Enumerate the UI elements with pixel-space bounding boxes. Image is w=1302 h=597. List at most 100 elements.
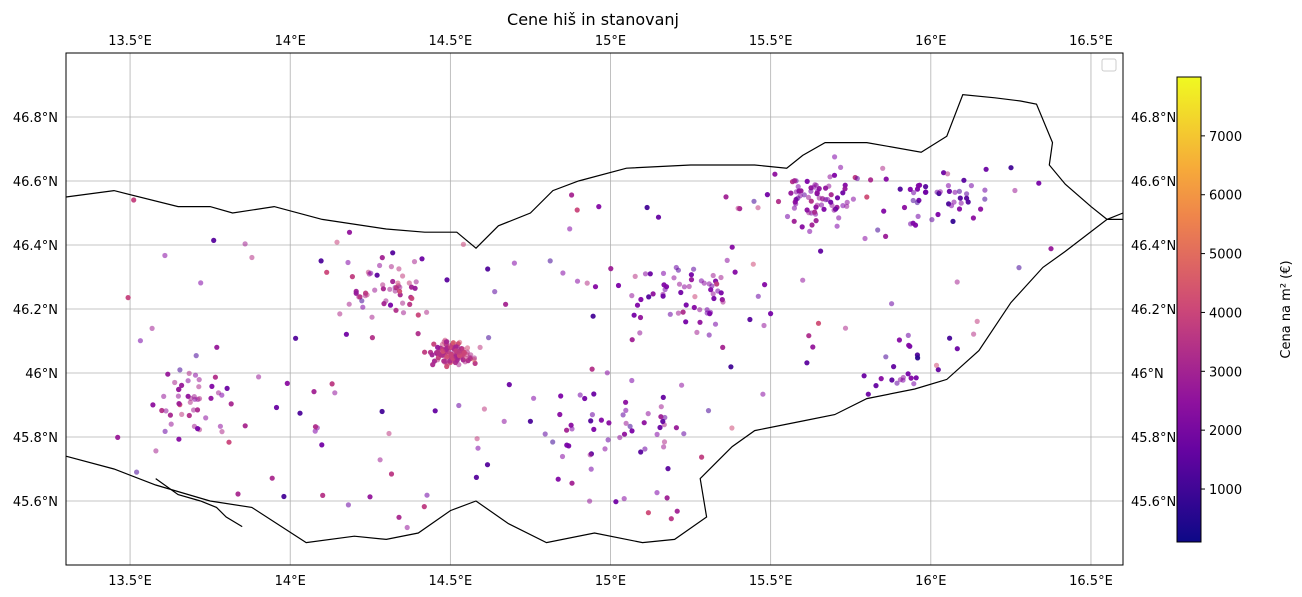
data-point <box>629 428 635 434</box>
x-tick-label-top: 16.5°E <box>1069 34 1113 49</box>
data-point <box>602 446 608 452</box>
data-point <box>671 275 677 281</box>
y-tick-label-right: 46.8°N <box>1131 111 1176 126</box>
data-point <box>598 417 605 423</box>
data-point <box>661 444 667 450</box>
data-point <box>608 266 614 272</box>
data-point <box>809 222 815 228</box>
y-tick-label-left: 46.2°N <box>13 303 58 318</box>
data-point <box>256 374 262 380</box>
data-point <box>605 437 611 443</box>
data-point <box>311 389 317 395</box>
data-point <box>346 229 353 235</box>
data-point <box>337 311 343 317</box>
data-point <box>424 309 430 315</box>
data-point <box>945 171 951 177</box>
data-point <box>788 190 794 196</box>
data-point <box>419 256 425 262</box>
data-point <box>615 282 622 289</box>
data-point <box>760 391 766 397</box>
data-point <box>910 197 916 204</box>
y-tick-label-right: 45.6°N <box>1131 495 1176 510</box>
data-point <box>914 199 920 206</box>
data-point <box>349 274 355 280</box>
data-point <box>397 284 403 290</box>
data-point <box>592 284 599 290</box>
data-point <box>974 318 980 324</box>
data-point <box>162 252 168 259</box>
data-point <box>814 190 820 196</box>
data-point <box>805 194 812 200</box>
data-point <box>688 277 695 283</box>
data-point <box>964 195 970 201</box>
data-point <box>345 502 351 508</box>
data-point <box>564 442 570 448</box>
data-point <box>577 392 583 398</box>
data-point <box>641 420 647 426</box>
data-point <box>865 391 871 397</box>
data-point <box>784 213 791 220</box>
data-point <box>644 204 650 211</box>
data-point <box>679 382 685 388</box>
data-point <box>836 215 842 221</box>
data-point <box>588 466 594 472</box>
x-tick-label-top: 14°E <box>275 34 306 49</box>
data-point <box>506 382 512 388</box>
data-point <box>775 198 782 205</box>
data-point <box>191 394 197 400</box>
data-point <box>910 220 916 226</box>
data-point <box>697 307 703 313</box>
data-point <box>324 269 330 275</box>
data-point <box>946 188 953 194</box>
data-point <box>567 226 573 232</box>
data-point <box>435 357 441 363</box>
data-point <box>396 266 402 272</box>
data-point <box>447 344 453 350</box>
data-point <box>212 374 218 380</box>
data-point <box>411 259 418 265</box>
data-point <box>894 380 900 386</box>
data-point <box>559 453 566 460</box>
data-point <box>694 329 700 335</box>
data-point <box>875 227 881 233</box>
data-point <box>710 272 716 279</box>
data-point <box>662 414 668 421</box>
data-point <box>1048 246 1054 252</box>
x-tick-label-top: 14.5°E <box>429 34 473 49</box>
data-point <box>755 205 761 211</box>
data-point <box>473 474 479 480</box>
data-point <box>198 280 204 286</box>
data-point <box>678 289 684 296</box>
data-point <box>638 449 644 455</box>
data-point <box>319 442 325 448</box>
data-point <box>650 291 656 297</box>
data-point <box>456 402 462 409</box>
x-tick-label-bottom: 16°E <box>915 574 946 589</box>
y-tick-label-right: 45.8°N <box>1131 431 1176 446</box>
data-point <box>732 269 738 275</box>
data-point <box>838 164 844 170</box>
data-point <box>982 196 988 202</box>
data-point <box>444 363 450 370</box>
data-point <box>196 377 202 383</box>
data-point <box>203 415 209 421</box>
x-tick-label-bottom: 16.5°E <box>1069 574 1113 589</box>
x-tick-label-bottom: 15.5°E <box>749 574 793 589</box>
data-point <box>165 371 171 377</box>
data-point <box>821 206 827 212</box>
country-borders <box>65 93 1124 544</box>
data-point <box>964 191 970 197</box>
data-point <box>729 425 735 431</box>
data-point <box>357 294 363 300</box>
data-point <box>224 385 230 391</box>
data-point <box>686 283 692 290</box>
data-point <box>453 344 459 350</box>
data-point <box>714 281 720 287</box>
data-point <box>629 377 635 384</box>
data-point <box>911 381 917 387</box>
data-point <box>400 300 406 306</box>
data-point <box>407 301 413 307</box>
data-point <box>584 280 590 286</box>
data-point <box>804 178 810 184</box>
data-point <box>905 371 911 377</box>
